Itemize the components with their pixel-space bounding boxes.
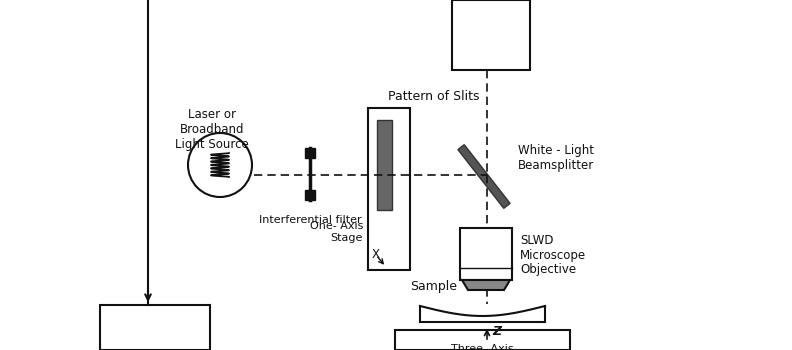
Text: Pattern of Slits: Pattern of Slits — [388, 90, 479, 103]
Text: SLWD
Microscope
Objective: SLWD Microscope Objective — [520, 233, 586, 276]
Circle shape — [188, 133, 252, 197]
Text: One- Axis
Stage: One- Axis Stage — [310, 221, 363, 243]
Text: White - Light
Beamsplitter: White - Light Beamsplitter — [518, 144, 594, 172]
Text: Z: Z — [492, 325, 501, 338]
Bar — [460, 228, 512, 280]
Text: Three- Axis: Three- Axis — [451, 344, 514, 350]
Text: Laser or
Broadband
Light Source: Laser or Broadband Light Source — [175, 108, 249, 151]
Bar — [377, 120, 392, 210]
Text: Interferential filter: Interferential filter — [259, 215, 361, 225]
Bar — [395, 330, 570, 350]
Text: X: X — [372, 248, 380, 261]
Bar — [452, 0, 530, 70]
Text: Sample: Sample — [410, 280, 457, 293]
FancyBboxPatch shape — [458, 145, 510, 208]
Bar — [305, 148, 315, 158]
Polygon shape — [462, 280, 510, 290]
Bar — [368, 108, 410, 270]
Bar — [100, 305, 210, 350]
Bar — [305, 190, 315, 200]
